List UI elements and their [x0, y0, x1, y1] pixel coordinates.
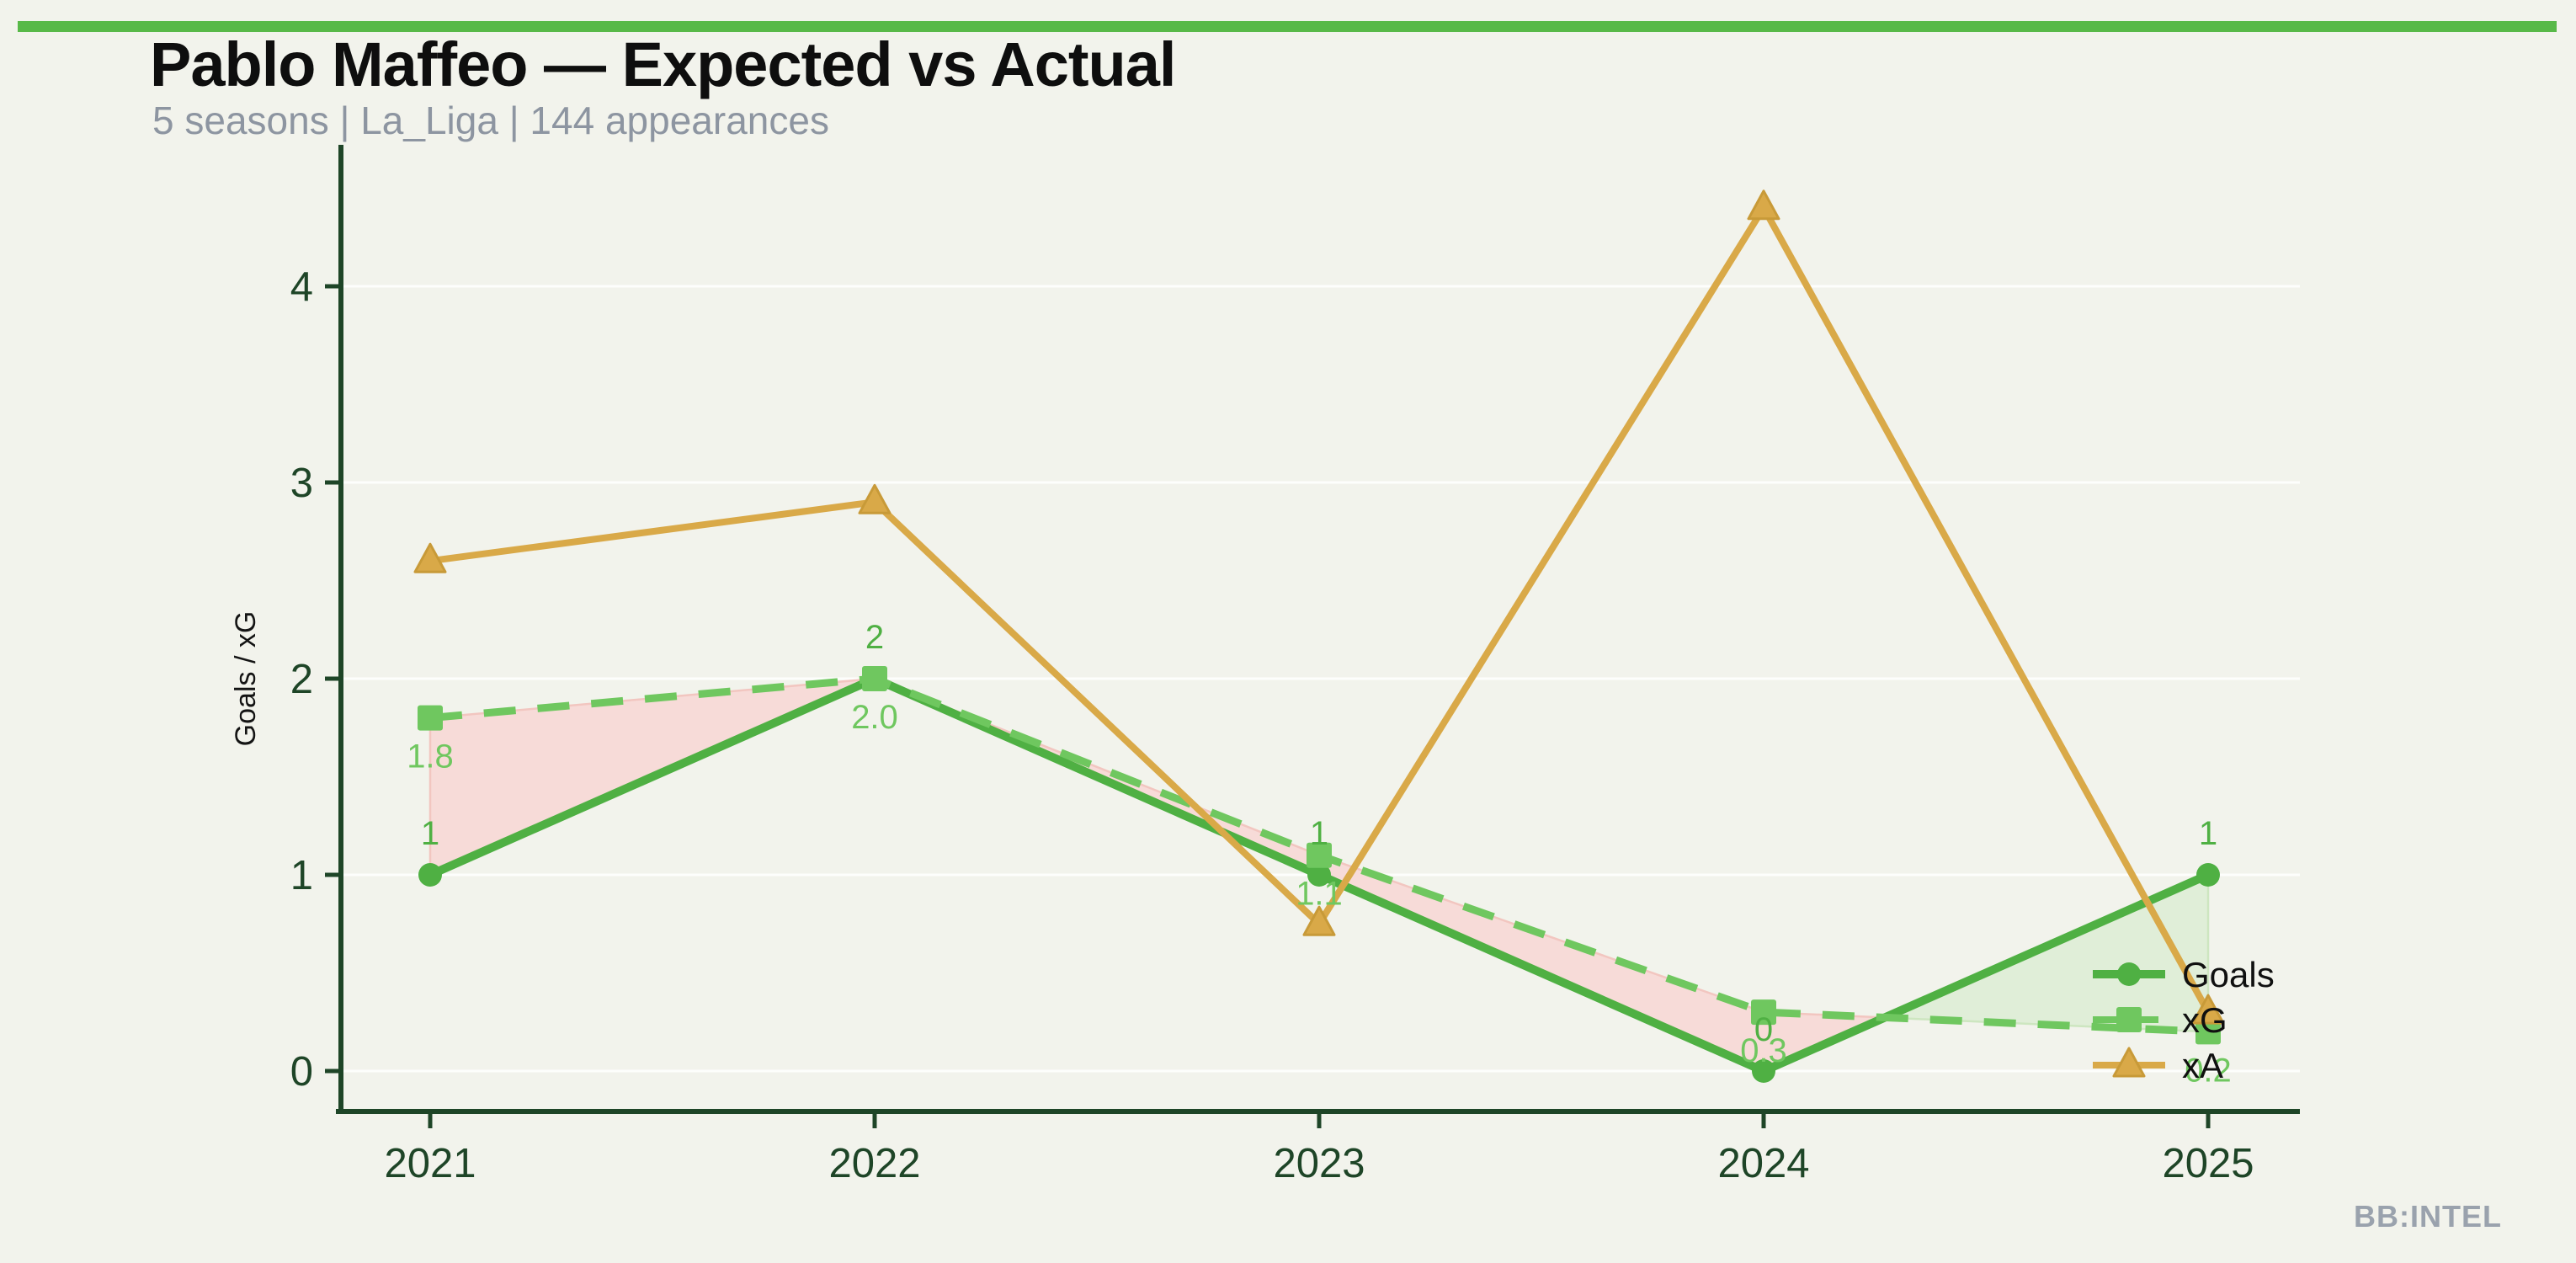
legend-label: xG — [2182, 1000, 2227, 1040]
y-tick-label: 3 — [290, 461, 313, 506]
xg-marker — [862, 666, 887, 691]
x-tick-label: 2024 — [1717, 1141, 1809, 1186]
xg-point-label: 0.3 — [1740, 1032, 1787, 1069]
page-subtitle: 5 seasons | La_Liga | 144 appearances — [152, 99, 829, 142]
xg-marker — [1751, 999, 1776, 1026]
xg-point-label: 2.0 — [851, 699, 898, 736]
goals-point-label: 1 — [2199, 815, 2217, 852]
xa-marker — [2191, 994, 2225, 1025]
y-tick-label: 2 — [290, 657, 313, 702]
xg-marker — [1307, 842, 1332, 868]
goals-marker — [418, 863, 442, 887]
goals-point-label: 1 — [421, 815, 439, 852]
goals-point-label: 1 — [1310, 815, 1328, 852]
brand-watermark: BB:INTEL — [2354, 1199, 2502, 1234]
xg-point-label: 0.2 — [2185, 1052, 2232, 1089]
legend-square-marker — [2116, 1007, 2142, 1032]
goals-point-label: 0 — [1754, 1011, 1773, 1048]
goals-point-label: 2 — [865, 619, 884, 656]
xg-point-label: 1.1 — [1296, 876, 1343, 913]
legend-triangle-marker — [2112, 1047, 2146, 1078]
x-tick-label: 2021 — [384, 1141, 476, 1186]
xg-point-label: 1.8 — [407, 738, 454, 775]
xa-marker — [1747, 189, 1780, 221]
legend-label: xA — [2182, 1046, 2223, 1085]
y-tick-label: 0 — [290, 1049, 313, 1095]
goals-marker — [1307, 863, 1331, 887]
x-tick-label: 2022 — [828, 1141, 920, 1186]
x-tick-label: 2025 — [2162, 1141, 2254, 1186]
xa-marker — [858, 483, 891, 514]
goals-marker — [1752, 1059, 1775, 1083]
y-axis-title: Goals / xG — [230, 611, 262, 747]
legend-circle-marker — [2117, 962, 2141, 986]
xa-marker — [1302, 905, 1336, 936]
xg-marker — [2195, 1019, 2221, 1045]
accent-bar — [18, 21, 2557, 32]
x-tick-label: 2023 — [1273, 1141, 1365, 1186]
goals-marker — [2196, 863, 2220, 887]
xg-marker — [418, 705, 443, 731]
y-tick-label: 4 — [290, 264, 313, 310]
page-title: Pablo Maffeo — Expected vs Actual — [150, 29, 1176, 99]
y-tick-label: 1 — [290, 853, 313, 898]
xa-marker — [413, 542, 447, 573]
legend-label: Goals — [2182, 955, 2275, 994]
